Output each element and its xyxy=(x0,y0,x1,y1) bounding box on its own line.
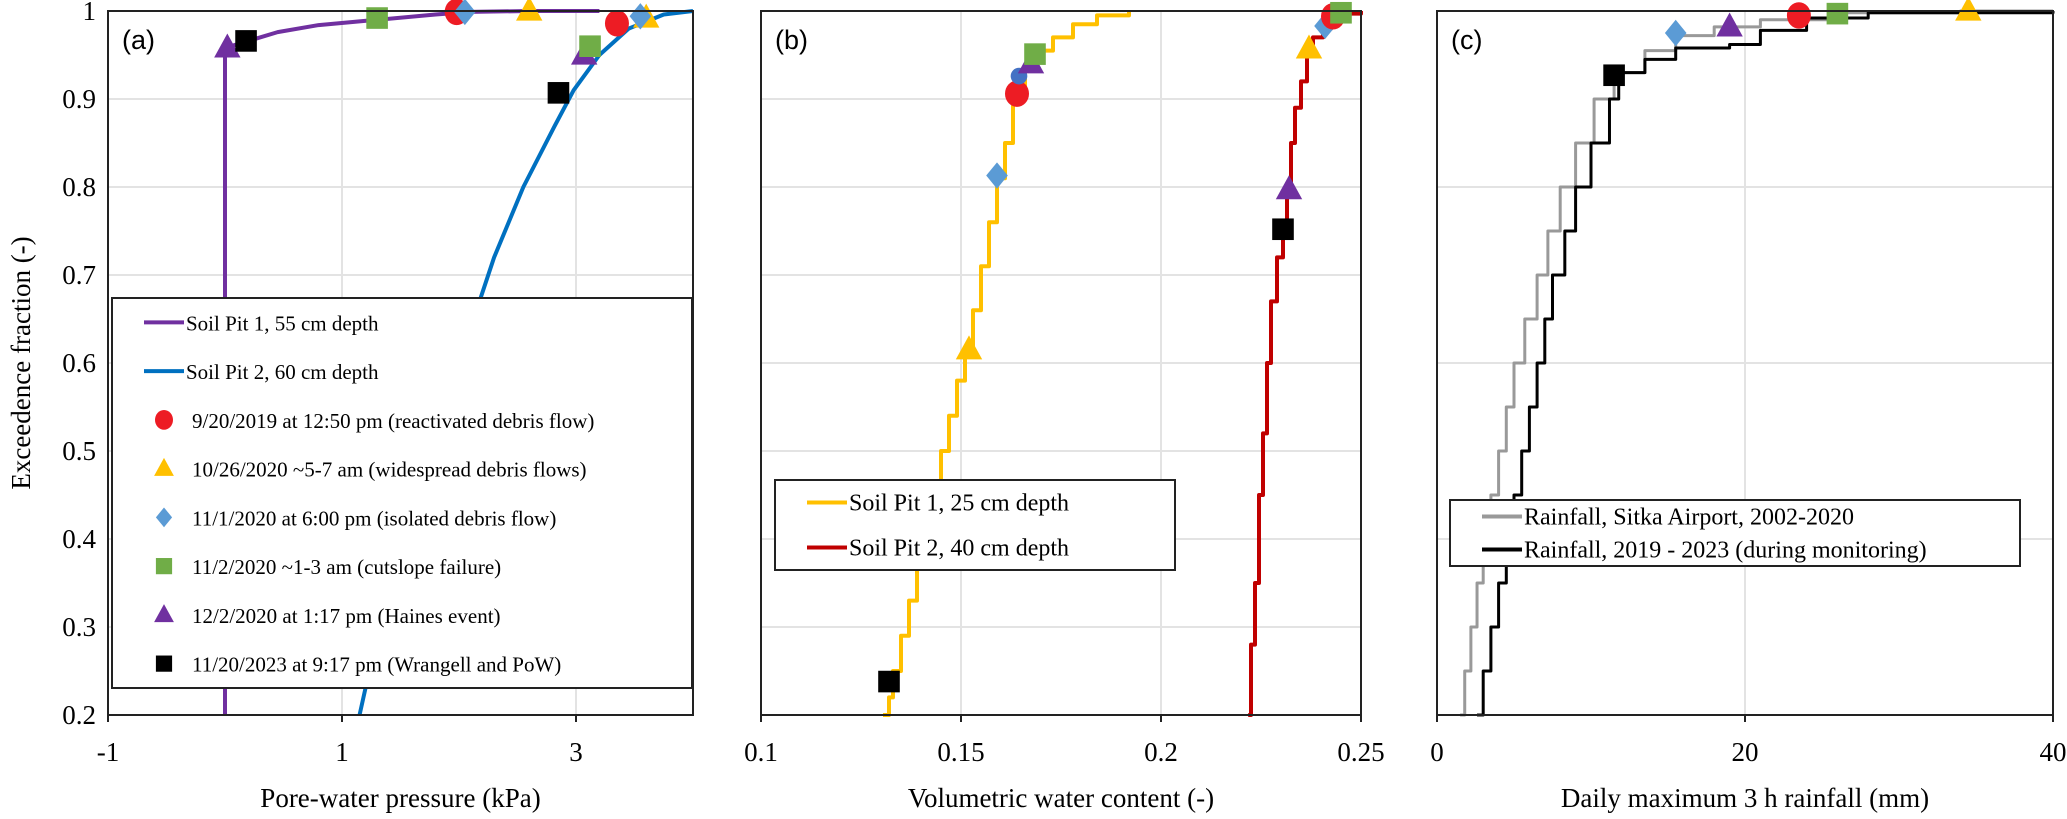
series-line-1 xyxy=(1460,9,2053,717)
legend-box xyxy=(1449,499,2021,567)
legend-box xyxy=(111,297,693,689)
x-tick-label: 40 xyxy=(2040,737,2067,767)
x-tick-label: 0.1 xyxy=(744,737,778,767)
x-axis-title: Pore-water pressure (kPa) xyxy=(260,783,540,813)
data-marker-event-4 xyxy=(579,35,601,57)
x-axis-title: Volumetric water content (-) xyxy=(908,783,1214,813)
data-marker-event-1 xyxy=(1005,80,1029,107)
legend-item: Soil Pit 2, 40 cm depth xyxy=(807,536,1069,562)
y-tick-label: 0.8 xyxy=(62,172,96,202)
y-tick-label: 0.5 xyxy=(62,436,96,466)
data-marker-event-3 xyxy=(1664,19,1687,47)
legend-marker-icon xyxy=(155,409,173,430)
y-tick-label: 1 xyxy=(83,0,97,26)
legend-item: Soil Pit 2, 60 cm depth xyxy=(144,360,379,384)
x-tick-label: -1 xyxy=(97,737,120,767)
data-marker-event-5 xyxy=(214,33,241,58)
legend-label: 9/20/2019 at 12:50 pm (reactivated debri… xyxy=(192,409,594,433)
legend-marker-icon xyxy=(154,604,174,623)
data-marker-event-4 xyxy=(1826,2,1849,25)
y-tick-label: 0.3 xyxy=(62,612,96,642)
legend-item: 11/2/2020 ~1-3 am (cutslope failure) xyxy=(155,555,501,579)
legend-marker-icon xyxy=(155,507,173,528)
data-marker-event-3 xyxy=(454,0,476,26)
legend: Rainfall, Sitka Airport, 2002-2020 Rainfa… xyxy=(1449,499,2021,567)
y-tick-label: 0.2 xyxy=(62,700,96,730)
data-marker-event-2 xyxy=(1295,34,1323,59)
data-marker-event-4 xyxy=(1330,1,1352,24)
data-marker-event-2 xyxy=(955,335,983,360)
x-tick-label: 3 xyxy=(569,737,583,767)
y-tick-label: 0.4 xyxy=(62,524,96,554)
legend-label: 10/26/2020 ~5-7 am (widespread debris fl… xyxy=(192,458,587,482)
y-tick-label: 0.9 xyxy=(62,84,96,114)
legend-item: 10/26/2020 ~5-7 am (widespread debris fl… xyxy=(154,457,587,482)
legend-label: 11/1/2020 at 6:00 pm (isolated debris fl… xyxy=(192,506,556,530)
x-tick-label: 0.25 xyxy=(1337,737,1384,767)
panel-a: (a) -1 1 3 Pore-water pressure (kPa) 0.2 0.3 0.… xyxy=(62,0,694,813)
data-marker-event-6 xyxy=(878,670,900,693)
legend: Soil Pit 1, 25 cm depth Soil Pit 2, 40 cm… xyxy=(774,479,1176,571)
legend-marker-icon xyxy=(155,558,173,575)
legend-item: Rainfall, Sitka Airport, 2002-2020 xyxy=(1482,505,1854,531)
panel-label: (b) xyxy=(775,25,808,55)
panel-label: (a) xyxy=(122,25,155,55)
legend-item: 9/20/2019 at 12:50 pm (reactivated debri… xyxy=(155,409,594,433)
y-axis-title: Exceedence fraction (-) xyxy=(6,236,36,489)
x-axis-title: Daily maximum 3 h rainfall (mm) xyxy=(1561,783,1929,813)
data-marker-event-5 xyxy=(1275,175,1303,200)
data-marker-event-6 xyxy=(1272,218,1294,241)
legend: Soil Pit 1, 55 cm depth Soil Pit 2, 60 cm… xyxy=(111,297,693,689)
data-marker-event-1 xyxy=(1786,2,1811,29)
legend-label: Soil Pit 2, 40 cm depth xyxy=(849,536,1069,562)
legend-marker-icon xyxy=(154,457,174,476)
data-marker-event-4 xyxy=(1024,43,1046,65)
legend-label: 11/2/2020 ~1-3 am (cutslope failure) xyxy=(192,555,501,579)
legend-item: Rainfall, 2019 - 2023 (during monitoring… xyxy=(1482,538,1927,564)
x-tick-label: 1 xyxy=(335,737,349,767)
data-marker-event-3 xyxy=(986,162,1008,189)
legend-label: Rainfall, Sitka Airport, 2002-2020 xyxy=(1524,505,1854,531)
y-tick-label: 0.6 xyxy=(62,348,96,378)
legend-label: Soil Pit 2, 60 cm depth xyxy=(186,360,379,384)
data-marker-event-6 xyxy=(1603,64,1625,87)
data-marker-event-6 xyxy=(235,30,257,52)
legend-label: 11/20/2023 at 9:17 pm (Wrangell and PoW) xyxy=(192,653,561,677)
legend-label: 12/2/2020 at 1:17 pm (Haines event) xyxy=(192,604,501,628)
series-line-2 xyxy=(1477,11,2055,717)
legend-item: 11/1/2020 at 6:00 pm (isolated debris fl… xyxy=(155,506,556,530)
legend-label: Soil Pit 1, 55 cm depth xyxy=(186,311,379,335)
data-marker-event-6 xyxy=(547,82,570,104)
data-marker-event-3 xyxy=(629,3,652,30)
legend-item: Soil Pit 1, 55 cm depth xyxy=(144,311,379,335)
legend-item: 12/2/2020 at 1:17 pm (Haines event) xyxy=(154,604,501,628)
y-tick-label: 0.7 xyxy=(62,260,96,290)
legend-marker-icon xyxy=(155,655,173,672)
x-tick-label: 20 xyxy=(1732,737,1759,767)
x-tick-label: 0.15 xyxy=(937,737,984,767)
data-marker-event-1 xyxy=(604,10,629,37)
panel-b: (b) 0.1 0.15 0.2 0.25 Volumetric water conten… xyxy=(744,1,1385,813)
panel-label: (c) xyxy=(1451,25,1482,55)
x-tick-label: 0 xyxy=(1430,737,1444,767)
legend-label: Rainfall, 2019 - 2023 (during monitoring… xyxy=(1524,538,1927,564)
plot-frame xyxy=(760,10,1362,716)
legend-item: 11/20/2023 at 9:17 pm (Wrangell and PoW) xyxy=(155,653,561,677)
x-tick-label: 0.2 xyxy=(1144,737,1178,767)
panel-c: (c) 0 20 40 Daily maximum 3 h rainfall (mm) R… xyxy=(1430,0,2067,813)
legend-box xyxy=(774,479,1176,571)
data-marker-event-4 xyxy=(366,7,388,29)
legend-label: Soil Pit 1, 25 cm depth xyxy=(849,491,1069,517)
data-marker-event-5 xyxy=(1716,12,1743,37)
legend-item: Soil Pit 1, 25 cm depth xyxy=(807,491,1069,517)
